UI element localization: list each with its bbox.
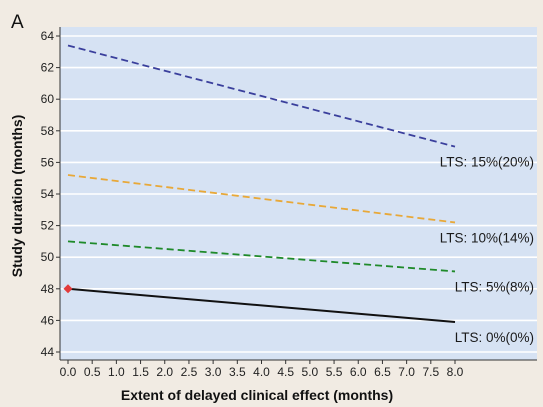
y-axis-title: Study duration (months) bbox=[9, 115, 25, 278]
x-tick-label: 8.0 bbox=[447, 365, 464, 379]
y-ticks: 44 46 48 50 52 54 56 58 60 62 64 bbox=[41, 29, 60, 359]
series-label: LTS: 5%(8%) bbox=[455, 279, 534, 294]
x-tick-label: 7.0 bbox=[398, 365, 415, 379]
x-axis-title: Extent of delayed clinical effect (month… bbox=[121, 387, 393, 403]
x-tick-label: 2.0 bbox=[156, 365, 173, 379]
series-labels: LTS: 15%(20%) LTS: 10%(14%) LTS: 5%(8%) LTS… bbox=[440, 155, 534, 345]
x-tick-label: 1.0 bbox=[108, 365, 125, 379]
x-tick-label: 3.5 bbox=[229, 365, 246, 379]
x-tick-label: 0.5 bbox=[84, 365, 101, 379]
y-tick-label: 62 bbox=[41, 61, 55, 75]
series-line bbox=[67, 44, 456, 148]
diamond-marker bbox=[63, 284, 73, 294]
series-line bbox=[67, 287, 456, 323]
panel-letter: A bbox=[11, 12, 24, 33]
series-label: LTS: 10%(14%) bbox=[440, 230, 534, 245]
series-label: LTS: 0%(0%) bbox=[455, 330, 534, 345]
x-ticks: 0.0 0.5 1.0 1.5 2.0 2.5 3.0 3.5 4.0 4.5 5.0 5.5 6.0 6… bbox=[60, 360, 464, 379]
x-tick-label: 6.5 bbox=[374, 365, 391, 379]
y-tick-label: 58 bbox=[41, 124, 55, 138]
gridlines bbox=[60, 35, 537, 353]
x-tick-label: 2.5 bbox=[181, 365, 198, 379]
y-tick-label: 46 bbox=[41, 313, 55, 327]
series-label: LTS: 15%(20%) bbox=[440, 155, 534, 170]
y-tick-label: 50 bbox=[41, 250, 55, 264]
x-tick-label: 4.5 bbox=[277, 365, 294, 379]
y-tick-label: 54 bbox=[41, 187, 55, 201]
series-line bbox=[67, 240, 456, 273]
x-tick-label: 7.5 bbox=[422, 365, 439, 379]
x-tick-label: 5.0 bbox=[302, 365, 319, 379]
y-tick-label: 52 bbox=[41, 219, 55, 233]
x-tick-label: 6.0 bbox=[350, 365, 367, 379]
markers bbox=[63, 284, 73, 294]
series-lines bbox=[67, 44, 456, 323]
x-tick-label: 0.0 bbox=[60, 365, 77, 379]
y-tick-label: 60 bbox=[41, 92, 55, 106]
x-tick-label: 5.5 bbox=[326, 365, 343, 379]
y-tick-label: 64 bbox=[41, 29, 55, 43]
y-tick-label: 48 bbox=[41, 282, 55, 296]
x-tick-label: 1.5 bbox=[132, 365, 149, 379]
x-tick-label: 3.0 bbox=[205, 365, 222, 379]
x-tick-label: 4.0 bbox=[253, 365, 270, 379]
y-tick-label: 56 bbox=[41, 155, 55, 169]
y-tick-label: 44 bbox=[41, 345, 55, 359]
series-line bbox=[67, 174, 456, 224]
